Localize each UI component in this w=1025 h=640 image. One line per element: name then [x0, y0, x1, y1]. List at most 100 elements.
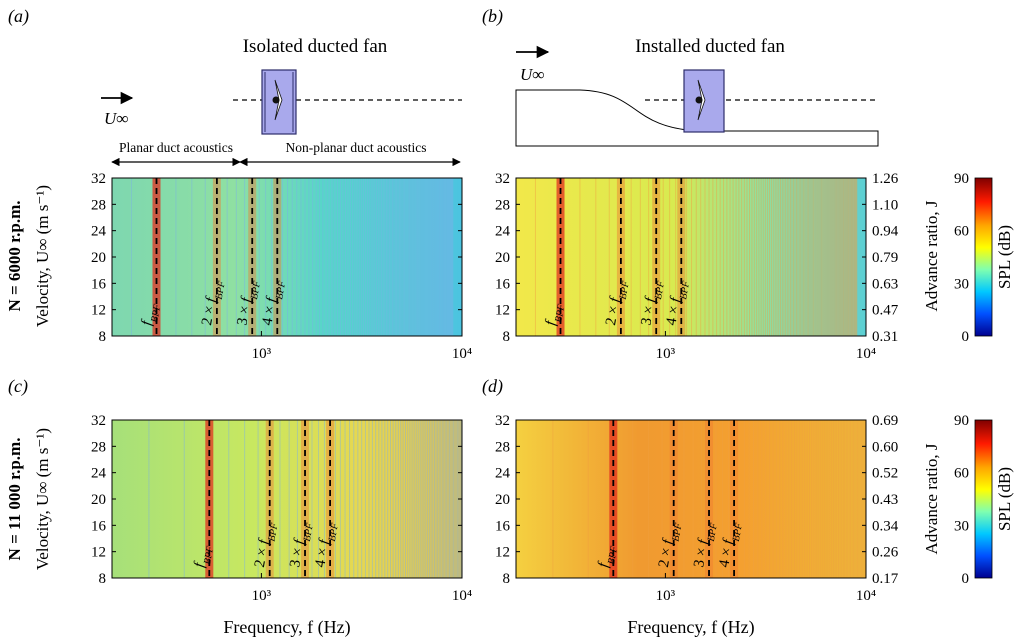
- heatmap-field: [516, 420, 866, 578]
- heatmap-field: [112, 178, 462, 336]
- xtick-label: 10³: [656, 588, 676, 604]
- ytick-label: 8: [503, 571, 511, 587]
- ytick-label: 20: [495, 250, 510, 266]
- schematic-installed: Installed ducted fan U∞: [515, 36, 879, 147]
- ytick-label: 20: [91, 250, 106, 266]
- ytick-label: 32: [91, 171, 106, 187]
- ytick-label: 16: [91, 276, 107, 292]
- row-label-6000: N = 6000 r.p.m.: [5, 200, 24, 311]
- xtick-label: 10⁴: [856, 346, 876, 362]
- flow-label-installed: U∞: [520, 65, 544, 84]
- tone-band: [652, 178, 661, 336]
- heatmap-field: [112, 420, 462, 578]
- panel-label-c: (c): [8, 376, 28, 397]
- tone-band: [301, 420, 310, 578]
- xtick-label: 10³: [656, 346, 676, 362]
- xtick-label: 10⁴: [452, 346, 472, 362]
- ylabel-top: Velocity, U∞ (m s⁻¹): [33, 185, 52, 327]
- xtick-label: 10³: [252, 346, 272, 362]
- colorbar-tick: 0: [962, 329, 970, 345]
- ytick-label: 24: [91, 466, 107, 482]
- colorbar-label: SPL (dB): [995, 467, 1014, 531]
- colorbar-top: 90 60 30 0 SPL (dB): [954, 171, 1014, 345]
- y2tick-label: 1.10: [872, 197, 898, 213]
- ytick-label: 12: [91, 545, 106, 561]
- y2tick-label: 0.17: [872, 571, 899, 587]
- ytick-label: 16: [91, 518, 107, 534]
- nonplanar-region-label: Non-planar duct acoustics: [286, 140, 427, 155]
- ytick-label: 28: [495, 439, 510, 455]
- advance-label-top: Advance ratio, J: [922, 200, 941, 311]
- colorbar-label: SPL (dB): [995, 225, 1014, 289]
- xlabel-left: Frequency, f (Hz): [223, 617, 350, 638]
- harmonic-label: fBPF: [595, 543, 619, 570]
- colorbar-tick: 90: [954, 171, 969, 187]
- colorbar-gradient: [974, 419, 993, 579]
- xtick-label: 10³: [252, 588, 272, 604]
- ytick-label: 8: [99, 571, 107, 587]
- y2tick-label: 0.94: [872, 224, 899, 240]
- colorbar-bottom: 90 60 30 0 SPL (dB): [954, 413, 1014, 587]
- ylabel-bottom: Velocity, U∞ (m s⁻¹): [33, 428, 52, 570]
- colorbar-tick: 30: [954, 276, 969, 292]
- schematic-isolated: Isolated ducted fan U∞ Planar duct acous…: [101, 36, 462, 167]
- y2tick-label: 0.47: [872, 303, 899, 319]
- colorbar-tick: 0: [962, 571, 970, 587]
- row-label-11000: N = 11 000 r.p.m.: [5, 438, 24, 561]
- harmonic-label: 4 × fBPF: [663, 278, 691, 328]
- harmonic-label: 3 × fBPF: [234, 278, 262, 328]
- fan-icon-installed: [697, 79, 706, 121]
- ytick-label: 28: [91, 439, 106, 455]
- tone-band: [212, 178, 221, 336]
- tone-band: [705, 420, 714, 578]
- wing-surface: [515, 89, 879, 147]
- y2tick-label: 0.63: [872, 276, 898, 292]
- tone-band: [669, 420, 678, 578]
- harmonic-label: 4 × fBPF: [259, 278, 287, 328]
- colorbar-gradient: [974, 177, 993, 337]
- ytick-label: 8: [99, 329, 107, 345]
- harmonic-label: fBPF: [139, 301, 163, 328]
- y2tick-label: 0.69: [872, 413, 898, 429]
- panel-label-d: (d): [482, 376, 503, 397]
- heatmap-field: [516, 178, 866, 336]
- harmonic-label: 3 × fBPF: [287, 520, 315, 570]
- advance-label-bottom: Advance ratio, J: [922, 443, 941, 554]
- tone-band: [265, 420, 274, 578]
- harmonic-label: 2 × fBPF: [656, 520, 684, 570]
- ytick-label: 24: [495, 466, 511, 482]
- ytick-label: 16: [495, 518, 511, 534]
- xtick-label: 10⁴: [856, 588, 876, 604]
- y2tick-label: 0.52: [872, 466, 898, 482]
- ytick-label: 24: [91, 224, 107, 240]
- ytick-label: 16: [495, 276, 511, 292]
- ytick-label: 12: [495, 303, 510, 319]
- ytick-label: 12: [91, 303, 106, 319]
- ytick-label: 32: [91, 413, 106, 429]
- harmonic-label: 4 × fBPF: [716, 520, 744, 570]
- schematic-title-installed: Installed ducted fan: [635, 36, 785, 57]
- y2tick-label: 0.60: [872, 439, 898, 455]
- ytick-label: 20: [495, 492, 510, 508]
- colorbar-tick: 90: [954, 413, 969, 429]
- ytick-label: 12: [495, 545, 510, 561]
- tone-band: [205, 420, 214, 578]
- colorbar-tick: 60: [954, 224, 969, 240]
- harmonic-label: 2 × fBPF: [199, 278, 227, 328]
- ytick-label: 32: [495, 413, 510, 429]
- y2tick-label: 0.31: [872, 329, 898, 345]
- tone-band: [152, 178, 161, 336]
- y2tick-label: 0.79: [872, 250, 898, 266]
- planar-region-label: Planar duct acoustics: [119, 140, 233, 155]
- ytick-label: 28: [495, 197, 510, 213]
- ytick-label: 32: [495, 171, 510, 187]
- y2tick-label: 0.43: [872, 492, 898, 508]
- ytick-label: 28: [91, 197, 106, 213]
- harmonic-label: 3 × fBPF: [691, 520, 719, 570]
- flow-label: U∞: [104, 109, 128, 128]
